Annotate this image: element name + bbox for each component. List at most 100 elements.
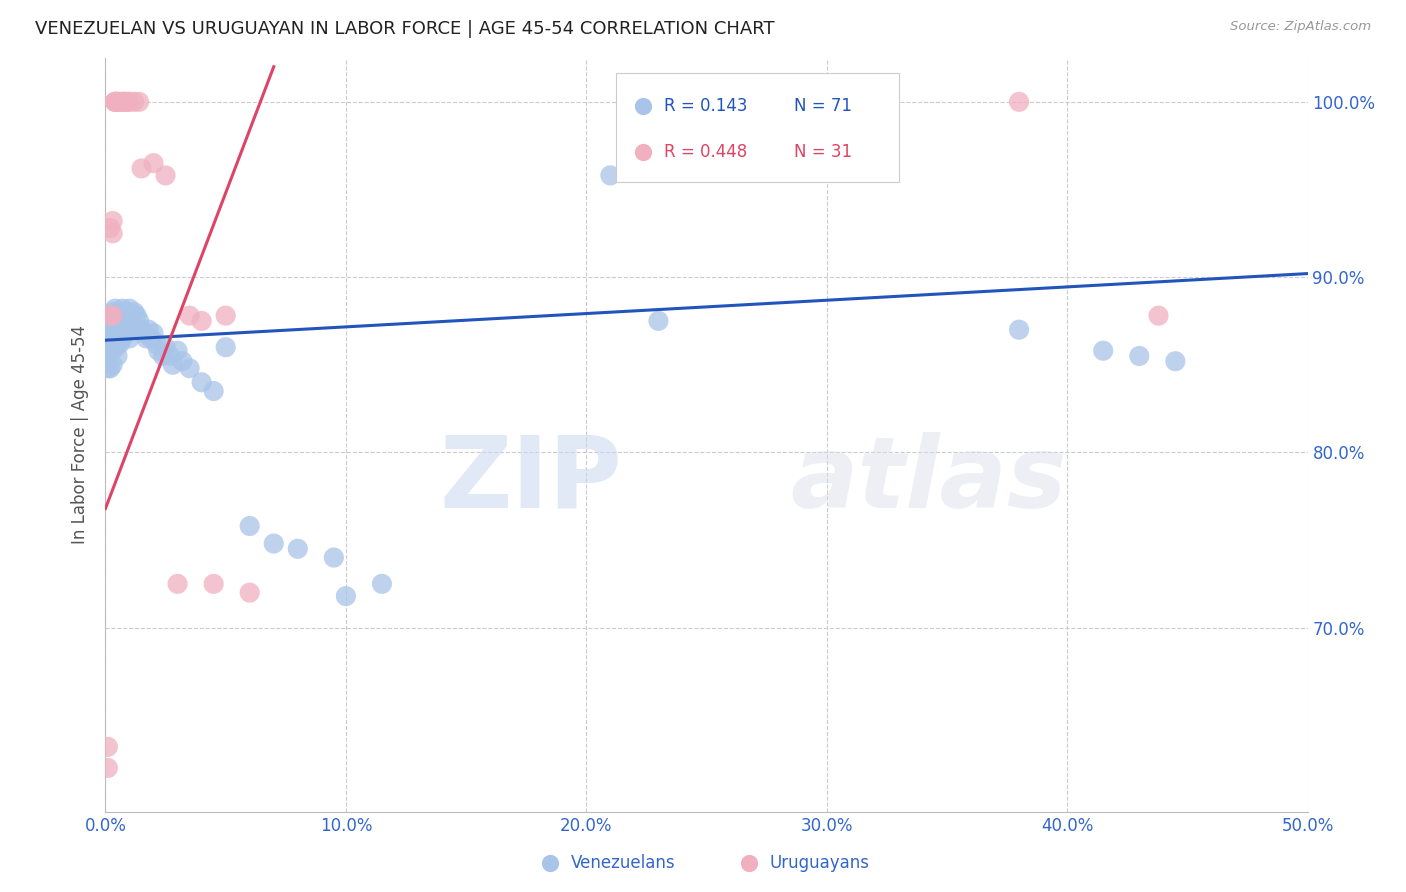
Point [214, 340, 236, 354]
Point [115, 323, 138, 337]
Point [125, 309, 148, 323]
Text: R = 0.448: R = 0.448 [665, 143, 748, 161]
Point [98, 309, 121, 323]
Point [101, 319, 124, 334]
Point [107, 323, 129, 337]
Point [263, 536, 285, 550]
Point [118, 301, 141, 316]
Point [139, 331, 162, 345]
Point [104, 95, 127, 109]
Point [155, 169, 177, 183]
Point [98, 221, 121, 235]
Point [124, 95, 146, 109]
Point [97, 761, 120, 775]
Point [107, 95, 129, 109]
Point [118, 314, 141, 328]
Point [179, 309, 201, 323]
Point [166, 577, 188, 591]
Point [108, 336, 131, 351]
Point [647, 314, 669, 328]
Point [155, 340, 177, 354]
Point [335, 589, 357, 603]
Point [101, 343, 124, 358]
Point [97, 336, 120, 351]
Point [152, 349, 174, 363]
Point [97, 361, 120, 376]
Point [132, 326, 155, 341]
Point [128, 314, 150, 328]
Point [1008, 323, 1031, 337]
Text: Uruguayans: Uruguayans [769, 854, 869, 872]
Point [287, 541, 309, 556]
Point [115, 305, 138, 319]
Point [107, 349, 129, 363]
Bar [616, 73, 898, 182]
Point [1164, 354, 1187, 368]
Point [1092, 343, 1115, 358]
Point [101, 227, 124, 241]
Point [121, 309, 143, 323]
Point [115, 95, 138, 109]
Text: N = 31: N = 31 [794, 143, 852, 161]
Point [97, 349, 120, 363]
Point [1008, 95, 1031, 109]
Point [166, 343, 188, 358]
Point [128, 95, 150, 109]
Point [202, 577, 225, 591]
Point [118, 95, 141, 109]
Point [131, 323, 153, 337]
Point [98, 343, 121, 358]
Point [124, 305, 146, 319]
Text: VENEZUELAN VS URUGUAYAN IN LABOR FORCE | AGE 45-54 CORRELATION CHART: VENEZUELAN VS URUGUAYAN IN LABOR FORCE |… [35, 20, 775, 37]
Point [239, 519, 262, 533]
Point [111, 95, 134, 109]
Point [190, 376, 212, 390]
Point [104, 314, 127, 328]
Point [98, 331, 121, 345]
Point [145, 336, 167, 351]
Point [135, 331, 157, 345]
Point [98, 361, 121, 376]
Point [371, 577, 394, 591]
Point [121, 323, 143, 337]
Point [101, 358, 124, 372]
Point [114, 326, 136, 341]
Point [104, 301, 127, 316]
Text: N = 71: N = 71 [794, 97, 852, 115]
Point [599, 169, 621, 183]
Point [104, 95, 127, 109]
Point [172, 354, 194, 368]
Point [111, 331, 134, 345]
Point [190, 314, 212, 328]
Point [1168, 313, 1191, 327]
Text: R = 0.143: R = 0.143 [665, 97, 748, 115]
Point [1128, 349, 1150, 363]
Point [97, 739, 120, 754]
Point [111, 314, 134, 328]
Point [107, 95, 129, 109]
Point [125, 323, 148, 337]
Point [124, 319, 146, 334]
Point [101, 309, 124, 323]
Point [322, 550, 344, 565]
Point [179, 361, 201, 376]
Point [214, 309, 236, 323]
Point [1168, 206, 1191, 220]
Point [159, 349, 181, 363]
Point [118, 331, 141, 345]
Point [148, 343, 170, 358]
Point [131, 161, 153, 176]
Point [114, 95, 136, 109]
Point [142, 326, 165, 341]
Point [104, 340, 127, 354]
Point [101, 331, 124, 345]
Point [107, 309, 129, 323]
Point [1147, 309, 1170, 323]
Point [114, 95, 136, 109]
Point [97, 323, 120, 337]
Point [108, 95, 131, 109]
Point [107, 336, 129, 351]
Point [202, 384, 225, 398]
Y-axis label: In Labor Force | Age 45-54: In Labor Force | Age 45-54 [72, 326, 90, 544]
Point [104, 326, 127, 341]
